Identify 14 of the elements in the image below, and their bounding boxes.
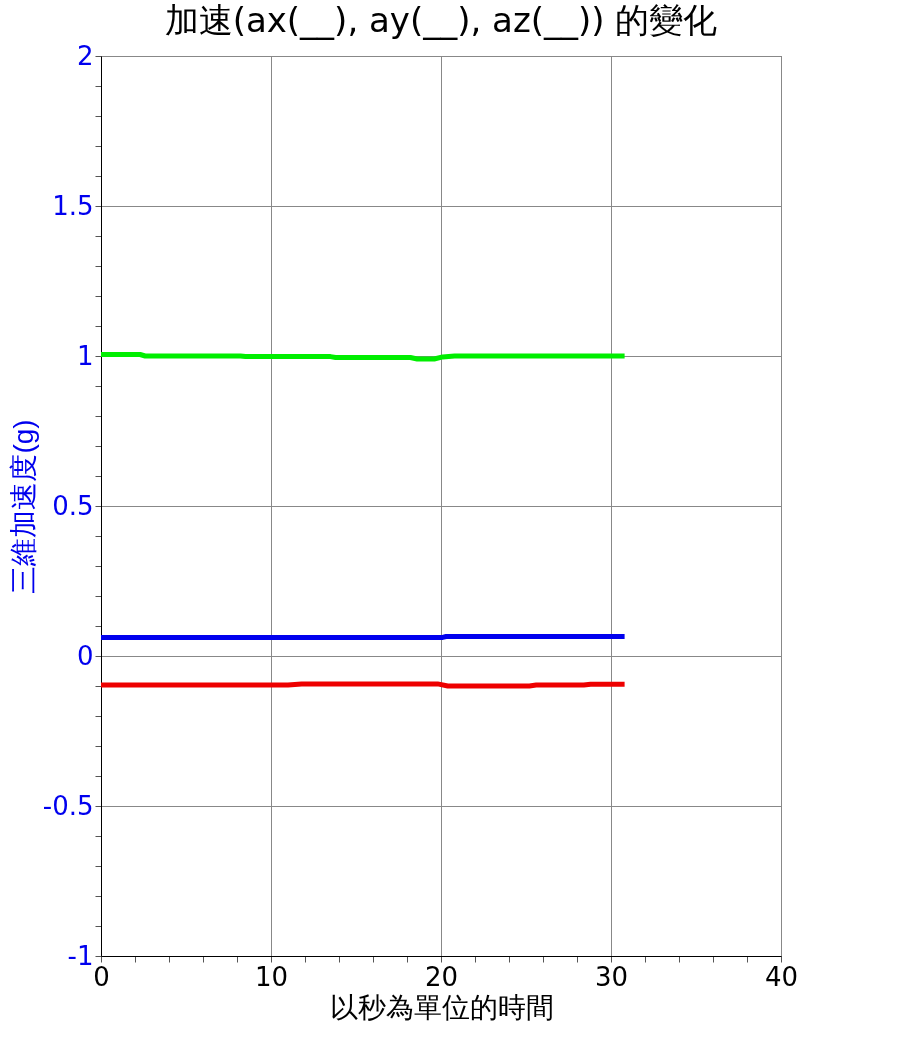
y-axis-title: 三維加速度(g): [7, 419, 39, 594]
x-tick-label: 30: [594, 961, 629, 992]
y-tick-label: 1: [76, 340, 94, 371]
chart-title: 加速(ax(__), ay(__), az(__)) 的變化: [164, 0, 718, 40]
x-tick-label: 40: [764, 961, 799, 992]
y-tick-label: 2: [76, 40, 94, 71]
x-axis-title: 以秒為單位的時間: [329, 990, 554, 1024]
x-tick-label: 10: [254, 961, 289, 992]
y-tick-label: 0: [76, 640, 94, 671]
y-tick-label: -0.5: [42, 790, 94, 821]
y-tick-label: -1: [67, 940, 94, 971]
y-tick-label: 1.5: [52, 190, 94, 221]
y-tick-label: 0.5: [52, 490, 94, 521]
x-tick-label: 20: [424, 961, 459, 992]
